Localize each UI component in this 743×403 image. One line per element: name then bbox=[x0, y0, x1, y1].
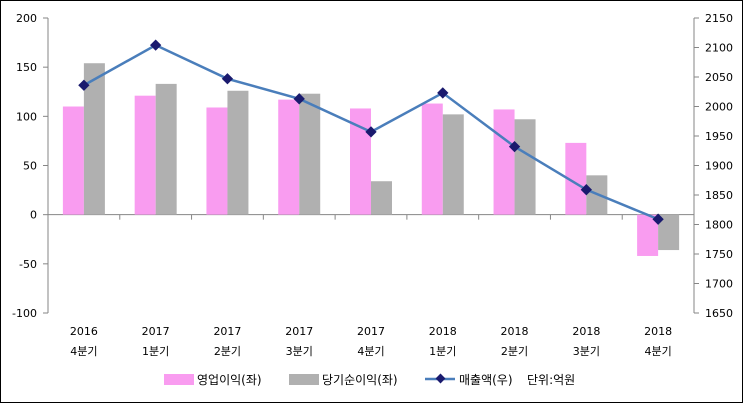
category-year-label: 2018 bbox=[429, 325, 457, 338]
legend-swatch-net-income bbox=[289, 374, 319, 385]
left-tick-label: 200 bbox=[16, 12, 37, 25]
bar-operating-profit bbox=[493, 109, 515, 215]
right-tick-label: 1900 bbox=[705, 160, 733, 173]
right-tick-label: 2100 bbox=[705, 42, 733, 55]
category-quarter-label: 1분기 bbox=[429, 345, 456, 358]
category-year-label: 2018 bbox=[572, 325, 600, 338]
bar-operating-profit bbox=[134, 95, 156, 215]
bar-net-income bbox=[299, 93, 321, 215]
revenue-point bbox=[508, 140, 521, 153]
right-tick-label: 1950 bbox=[705, 130, 733, 143]
legend: 영업이익(좌) 당기순이익(좌) 매출액(우) 단위:억원 bbox=[164, 373, 575, 387]
category-year-label: 2018 bbox=[501, 325, 529, 338]
category-quarter-label: 2분기 bbox=[501, 345, 528, 358]
revenue-line bbox=[78, 39, 664, 225]
bar-operating-profit bbox=[278, 99, 300, 215]
category-year-label: 2017 bbox=[357, 325, 385, 338]
right-tick-label: 1850 bbox=[705, 189, 733, 202]
legend-swatch-operating-profit bbox=[164, 374, 194, 385]
left-tick-label: 50 bbox=[23, 160, 37, 173]
bars bbox=[62, 63, 680, 256]
legend-label-operating-profit: 영업이익(좌) bbox=[197, 373, 262, 387]
left-tick-label: 150 bbox=[16, 61, 37, 74]
right-tick-label: 1650 bbox=[705, 307, 733, 320]
bar-net-income bbox=[514, 119, 536, 215]
bar-operating-profit bbox=[206, 107, 228, 215]
bar-net-income bbox=[83, 63, 105, 215]
right-tick-label: 1750 bbox=[705, 248, 733, 261]
bar-operating-profit bbox=[565, 142, 587, 215]
right-tick-label: 1800 bbox=[705, 219, 733, 232]
legend-label-revenue: 매출액(우) bbox=[459, 373, 513, 387]
category-quarter-label: 3분기 bbox=[286, 345, 313, 358]
bar-net-income bbox=[658, 214, 680, 251]
left-tick-label: -100 bbox=[12, 307, 37, 320]
category-quarter-label: 4분기 bbox=[70, 345, 97, 358]
category-quarter-label: 4분기 bbox=[357, 345, 384, 358]
category-year-label: 2017 bbox=[213, 325, 241, 338]
revenue-point bbox=[221, 73, 234, 85]
bar-net-income bbox=[227, 90, 249, 215]
right-tick-label: 2050 bbox=[705, 71, 733, 84]
right-tick-label: 2000 bbox=[705, 101, 733, 114]
left-tick-label: 0 bbox=[30, 209, 37, 222]
category-year-label: 2017 bbox=[142, 325, 170, 338]
category-quarter-label: 1분기 bbox=[142, 345, 169, 358]
right-tick-label: 1700 bbox=[705, 278, 733, 291]
bar-operating-profit bbox=[350, 108, 371, 215]
revenue-point bbox=[365, 126, 377, 138]
category-year-label: 2017 bbox=[285, 325, 313, 338]
bar-net-income bbox=[155, 83, 177, 215]
tick-labels: -100 -50 0 50 100 150 200 1650 1700 1750 1800 1850 1… bbox=[12, 12, 733, 358]
category-quarter-label: 4분기 bbox=[644, 345, 671, 358]
category-year-label: 2016 bbox=[70, 325, 98, 338]
left-tick-label: 100 bbox=[16, 110, 37, 123]
bar-operating-profit bbox=[62, 106, 84, 215]
category-year-label: 2018 bbox=[644, 325, 672, 338]
bar-operating-profit bbox=[637, 214, 659, 256]
legend-label-net-income: 당기순이익(좌) bbox=[322, 373, 398, 387]
left-tick-label: -50 bbox=[19, 258, 37, 271]
bar-net-income bbox=[442, 114, 464, 215]
unit-note: 단위:억원 bbox=[527, 373, 575, 387]
bar-operating-profit bbox=[421, 103, 443, 215]
revenue-point bbox=[652, 213, 664, 225]
right-tick-label: 2150 bbox=[705, 12, 733, 25]
revenue-point bbox=[150, 39, 162, 51]
bar-net-income bbox=[371, 181, 392, 215]
category-quarter-label: 2분기 bbox=[214, 345, 241, 358]
legend-marker-revenue bbox=[435, 373, 446, 384]
category-quarter-label: 3분기 bbox=[573, 345, 600, 358]
revenue-point bbox=[580, 184, 592, 196]
